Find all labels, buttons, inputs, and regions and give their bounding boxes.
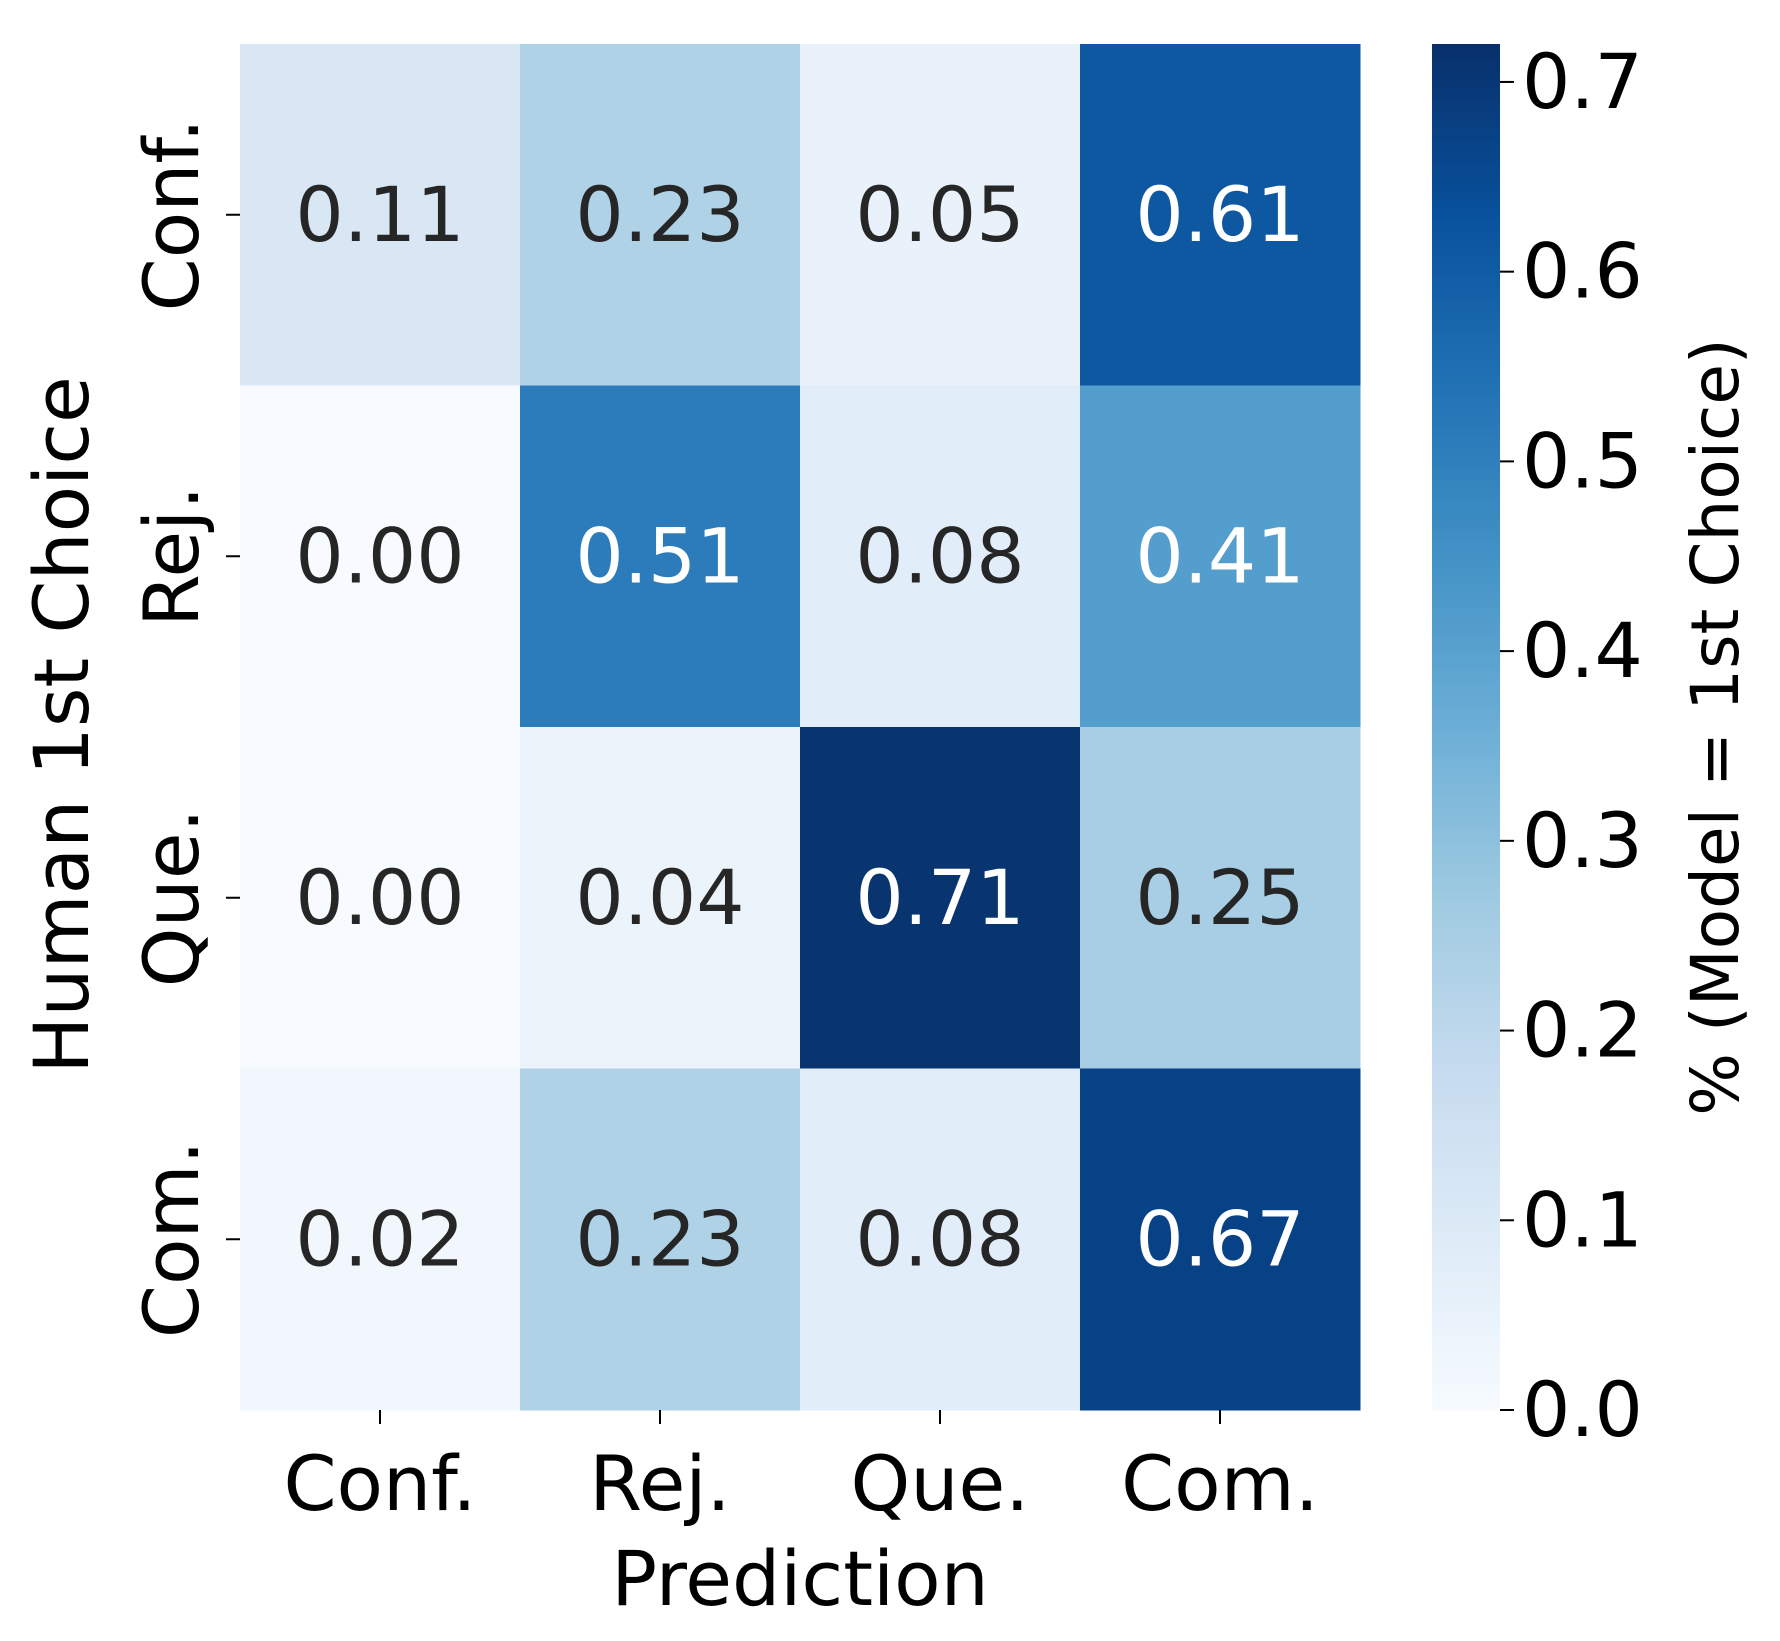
x-tick-label: Rej. <box>589 1439 730 1528</box>
heatmap-cell <box>240 44 521 386</box>
y-tick-label: Conf. <box>127 118 216 311</box>
cell-value-label: 0.04 <box>575 853 744 942</box>
colorbar-gradient <box>1432 44 1500 1410</box>
cell-value-label: 0.67 <box>1135 1194 1304 1283</box>
heatmap-cell <box>520 385 801 728</box>
colorbar-tick-label: 0.5 <box>1522 416 1643 505</box>
colorbar: 0.0 0.1 0.2 0.3 0.4 0.5 0.6 0.7 <box>1432 37 1643 1454</box>
colorbar-label: % (Model = 1st Choice) <box>1677 338 1754 1115</box>
cell-value-label: 0.23 <box>575 1194 744 1283</box>
heatmap-cell <box>520 1068 801 1411</box>
heatmap-cell <box>1080 727 1361 1069</box>
cell-value-label: 0.51 <box>575 511 744 600</box>
heatmap-cell <box>520 727 801 1069</box>
cell-value-label: 0.25 <box>1135 853 1304 942</box>
colorbar-tick-label: 0.4 <box>1522 606 1643 695</box>
cell-value-label: 0.23 <box>575 170 744 259</box>
heatmap-cell <box>800 385 1081 728</box>
y-axis: Conf. Rej. Que. Com. <box>127 118 240 1338</box>
y-tick-label: Que. <box>127 808 216 987</box>
heatmap-cell <box>800 727 1081 1069</box>
y-tick-label: Com. <box>127 1140 216 1338</box>
cell-value-label: 0.71 <box>855 853 1024 942</box>
cell-value-label: 0.02 <box>295 1194 464 1283</box>
colorbar-tick-label: 0.0 <box>1522 1365 1643 1454</box>
x-tick-label: Que. <box>851 1439 1030 1528</box>
heatmap-cell <box>1080 385 1361 728</box>
heatmap-cell <box>800 44 1081 386</box>
cell-value-label: 0.00 <box>295 853 464 942</box>
y-tick-label: Rej. <box>127 486 216 627</box>
cell-value-label: 0.05 <box>855 170 1024 259</box>
heatmap-cell <box>520 44 801 386</box>
x-axis-label: Prediction <box>611 1534 989 1623</box>
cell-value-labels: 0.11 0.23 0.05 0.61 0.00 0.51 0.08 0.41 0.00 0.04… <box>295 170 1304 1284</box>
cell-value-label: 0.08 <box>855 1194 1024 1283</box>
colorbar-tick-label: 0.3 <box>1522 796 1643 885</box>
heatmap-cell <box>240 385 521 728</box>
x-tick-label: Com. <box>1121 1439 1319 1528</box>
cell-value-label: 0.61 <box>1135 170 1304 259</box>
heatmap-cells <box>240 44 1361 1411</box>
colorbar-tick-label: 0.7 <box>1522 37 1643 126</box>
x-tick-label: Conf. <box>283 1439 476 1528</box>
cell-value-label: 0.41 <box>1135 511 1304 600</box>
colorbar-tick-label: 0.1 <box>1522 1175 1643 1264</box>
cell-value-label: 0.08 <box>855 511 1024 600</box>
colorbar-tick-label: 0.6 <box>1522 227 1643 316</box>
heatmap-cell <box>240 727 521 1069</box>
cell-value-label: 0.11 <box>295 170 464 259</box>
y-axis-label: Human 1st Choice <box>17 376 106 1074</box>
heatmap-cell <box>800 1068 1081 1411</box>
colorbar-tick-label: 0.2 <box>1522 986 1643 1075</box>
cell-value-label: 0.00 <box>295 511 464 600</box>
heatmap-cell <box>1080 44 1361 386</box>
heatmap-cell <box>1080 1068 1361 1411</box>
x-axis: Conf. Rej. Que. Com. <box>283 1410 1319 1528</box>
heatmap-cell <box>240 1068 521 1411</box>
